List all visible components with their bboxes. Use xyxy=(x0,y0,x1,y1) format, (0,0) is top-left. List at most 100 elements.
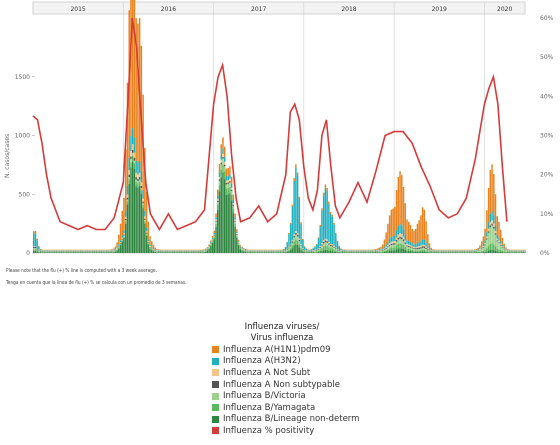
y-right-tick: 50% xyxy=(540,54,554,61)
bar-victoria xyxy=(131,152,134,156)
bar-nonsubt xyxy=(312,250,314,252)
bar-yamagata xyxy=(123,236,125,238)
legend-title: Influenza viruses/ xyxy=(244,322,320,332)
bar-notsubt xyxy=(206,248,209,249)
bar-notsubt xyxy=(119,241,122,243)
bar-notsubt xyxy=(416,246,419,248)
bar-notsubt xyxy=(210,242,212,244)
bar-nonsubt xyxy=(487,231,490,233)
bar-notsubt xyxy=(295,231,297,233)
bar-notsubt xyxy=(315,249,318,251)
bar-yamagata xyxy=(288,249,290,251)
bar-h3n2 xyxy=(394,235,396,242)
bar-lineage xyxy=(319,251,321,253)
bar-h1n1 xyxy=(33,231,35,234)
bar-victoria xyxy=(222,158,224,165)
bar-notsubt xyxy=(123,233,125,235)
bar-yamagata xyxy=(399,243,401,249)
bar-h1n1 xyxy=(399,171,401,225)
bar-victoria xyxy=(137,181,139,184)
bar-yamagata xyxy=(503,251,505,253)
bar-yamagata xyxy=(114,251,117,252)
bar-lineage xyxy=(494,250,497,253)
bar-yamagata xyxy=(236,236,238,238)
bar-yamagata xyxy=(241,249,243,251)
bar-h1n1 xyxy=(289,223,292,225)
bar-h3n2 xyxy=(302,239,304,249)
bar-nonsubt xyxy=(140,185,143,189)
bar-h1n1 xyxy=(371,249,374,251)
bar-h1n1 xyxy=(416,223,419,244)
bar-h1n1 xyxy=(145,191,148,228)
bar-notsubt xyxy=(291,240,294,242)
bar-h3n2 xyxy=(340,248,342,251)
bar-lineage xyxy=(298,247,301,253)
bar-h3n2 xyxy=(501,244,504,247)
bar-nonsubt xyxy=(317,249,320,250)
bar-lineage xyxy=(213,239,216,253)
bar-h3n2 xyxy=(239,245,242,247)
legend-subtitle: Virus influenza xyxy=(250,333,314,343)
bar-h1n1 xyxy=(109,249,111,251)
bar-h3n2 xyxy=(486,232,488,237)
bar-yamagata xyxy=(387,249,389,252)
legend-swatch xyxy=(212,381,219,389)
bar-h1n1 xyxy=(223,146,226,157)
bar-victoria xyxy=(401,239,403,244)
bar-victoria xyxy=(430,251,433,252)
bar-yamagata xyxy=(336,251,339,253)
bar-h3n2 xyxy=(392,236,394,242)
bar-yamagata xyxy=(482,250,485,253)
bar-victoria xyxy=(402,241,405,246)
bar-notsubt xyxy=(385,246,387,248)
bar-nonsubt xyxy=(329,244,332,247)
bar-h3n2 xyxy=(406,240,408,244)
bar-notsubt xyxy=(487,228,490,232)
bar-h1n1 xyxy=(434,249,436,251)
bar-victoria xyxy=(206,249,209,250)
bar-lineage xyxy=(378,252,380,253)
bar-notsubt xyxy=(300,244,302,246)
bar-h1n1 xyxy=(505,247,507,250)
bar-notsubt xyxy=(480,247,483,249)
bar-yamagata xyxy=(409,249,412,252)
legend-swatch xyxy=(212,357,219,365)
bar-victoria xyxy=(319,248,321,250)
bar-victoria xyxy=(378,251,380,252)
bar-h1n1 xyxy=(243,248,245,249)
bar-nonsubt xyxy=(133,157,136,161)
bar-h3n2 xyxy=(227,175,229,181)
bar-h3n2 xyxy=(300,223,302,245)
bar-lineage xyxy=(138,186,141,253)
bar-h1n1 xyxy=(375,249,377,250)
bar-victoria xyxy=(409,247,412,250)
bar-h1n1 xyxy=(211,236,214,238)
bar-h1n1 xyxy=(506,248,509,250)
legend: Influenza viruses/ Virus influenza Influ… xyxy=(212,322,359,437)
bar-h1n1 xyxy=(331,214,334,217)
bar-lineage xyxy=(383,251,386,253)
bar-lineage xyxy=(399,248,401,253)
bar-notsubt xyxy=(420,245,422,248)
bar-notsubt xyxy=(494,230,497,234)
bar-h3n2 xyxy=(119,240,122,242)
bar-notsubt xyxy=(388,243,391,245)
bar-h1n1 xyxy=(154,247,156,250)
bar-h3n2 xyxy=(494,224,497,231)
bar-nonsubt xyxy=(223,164,226,167)
bar-yamagata xyxy=(317,250,320,253)
bar-nonsubt xyxy=(486,238,488,240)
bar-victoria xyxy=(144,219,146,222)
bar-h1n1 xyxy=(296,172,299,176)
bar-h1n1 xyxy=(312,248,314,249)
bar-lineage xyxy=(34,250,37,253)
bar-nonsubt xyxy=(303,250,306,251)
bar-nonsubt xyxy=(151,248,153,249)
bar-h1n1 xyxy=(321,208,323,211)
bar-yamagata xyxy=(147,243,150,245)
bar-notsubt xyxy=(425,246,427,248)
bar-victoria xyxy=(336,250,339,252)
bar-lineage xyxy=(477,252,479,253)
bar-h3n2 xyxy=(237,241,240,243)
bar-yamagata xyxy=(118,247,120,249)
